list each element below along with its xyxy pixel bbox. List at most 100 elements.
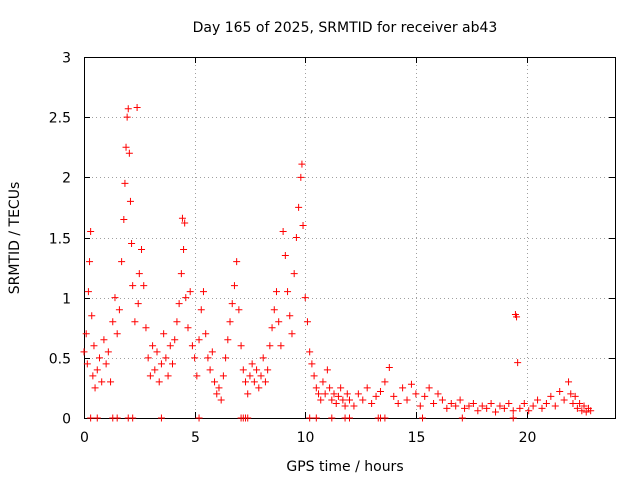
data-point [195,414,203,422]
data-point [330,390,338,398]
data-point [505,400,513,408]
data-point [90,342,98,350]
y-tick-label: 0 [62,412,71,428]
data-point [337,384,345,392]
data-point [403,396,411,404]
data-point [239,366,247,374]
data-point [332,400,340,408]
data-point [407,380,415,388]
data-point [542,400,550,408]
data-point [197,306,205,314]
data-point [122,143,130,151]
data-point [303,318,311,326]
data-point [120,215,128,223]
data-point [514,359,522,367]
data-point [160,330,168,338]
data-point [255,384,263,392]
data-point [115,306,123,314]
data-point [556,388,564,396]
data-point [578,407,586,415]
data-point [376,388,384,396]
data-point [295,203,303,211]
data-point [102,360,110,368]
data-point [253,366,261,374]
data-point [306,348,314,356]
data-point [138,246,146,254]
data-point [310,372,318,380]
data-point [509,414,517,422]
data-point [520,400,528,408]
data-point [301,294,309,302]
data-point [334,392,342,400]
data-point [84,288,92,296]
data-point [354,390,362,398]
data-point [474,407,482,415]
data-point [182,294,190,302]
data-point [580,402,588,410]
data-point [80,348,88,356]
data-point [246,372,254,380]
data-point [175,300,183,308]
data-point [266,342,274,350]
data-point [228,300,236,308]
data-point [93,366,101,374]
data-point [390,392,398,400]
data-point [235,306,243,314]
data-point [88,312,96,320]
data-point [551,402,559,410]
data-point [129,414,137,422]
data-point [569,400,577,408]
data-point [113,414,121,422]
data-point [195,336,203,344]
data-point [264,366,272,374]
data-point [281,252,289,260]
data-point [144,354,152,362]
data-point [250,378,258,386]
data-point [430,400,438,408]
data-point [587,407,595,415]
data-point [242,378,250,386]
data-point [567,390,575,398]
data-point [111,294,119,302]
data-point [149,342,157,350]
data-point [452,402,460,410]
data-point [571,392,579,400]
data-point [237,342,245,350]
data-point [224,336,232,344]
data-point [465,402,473,410]
data-point [155,378,163,386]
y-tick-label: 2.5 [49,111,71,127]
data-point [461,404,469,412]
data-point [128,240,136,248]
y-tick-label: 0.5 [49,352,71,368]
data-point [275,318,283,326]
data-point [126,197,134,205]
data-point [573,404,581,412]
data-point [166,342,174,350]
data-point [191,354,199,362]
x-tick-label: 5 [191,430,200,446]
data-point [171,336,179,344]
data-point [458,414,466,422]
data-point [317,396,325,404]
data-point [421,392,429,400]
data-point [134,300,142,308]
data-point [217,396,225,404]
data-point [381,414,389,422]
data-point [146,372,154,380]
data-point [277,342,285,350]
data-point [233,258,241,266]
data-point [151,366,159,374]
data-point [516,404,524,412]
data-point [323,366,331,374]
data-point [257,372,265,380]
data-point [180,246,188,254]
data-point [319,378,327,386]
series-srmtid [80,104,595,422]
data-point [346,396,353,404]
data-point [222,354,230,362]
data-point [483,404,491,412]
data-point [560,396,568,404]
data-point [416,402,424,410]
data-point [244,414,252,422]
